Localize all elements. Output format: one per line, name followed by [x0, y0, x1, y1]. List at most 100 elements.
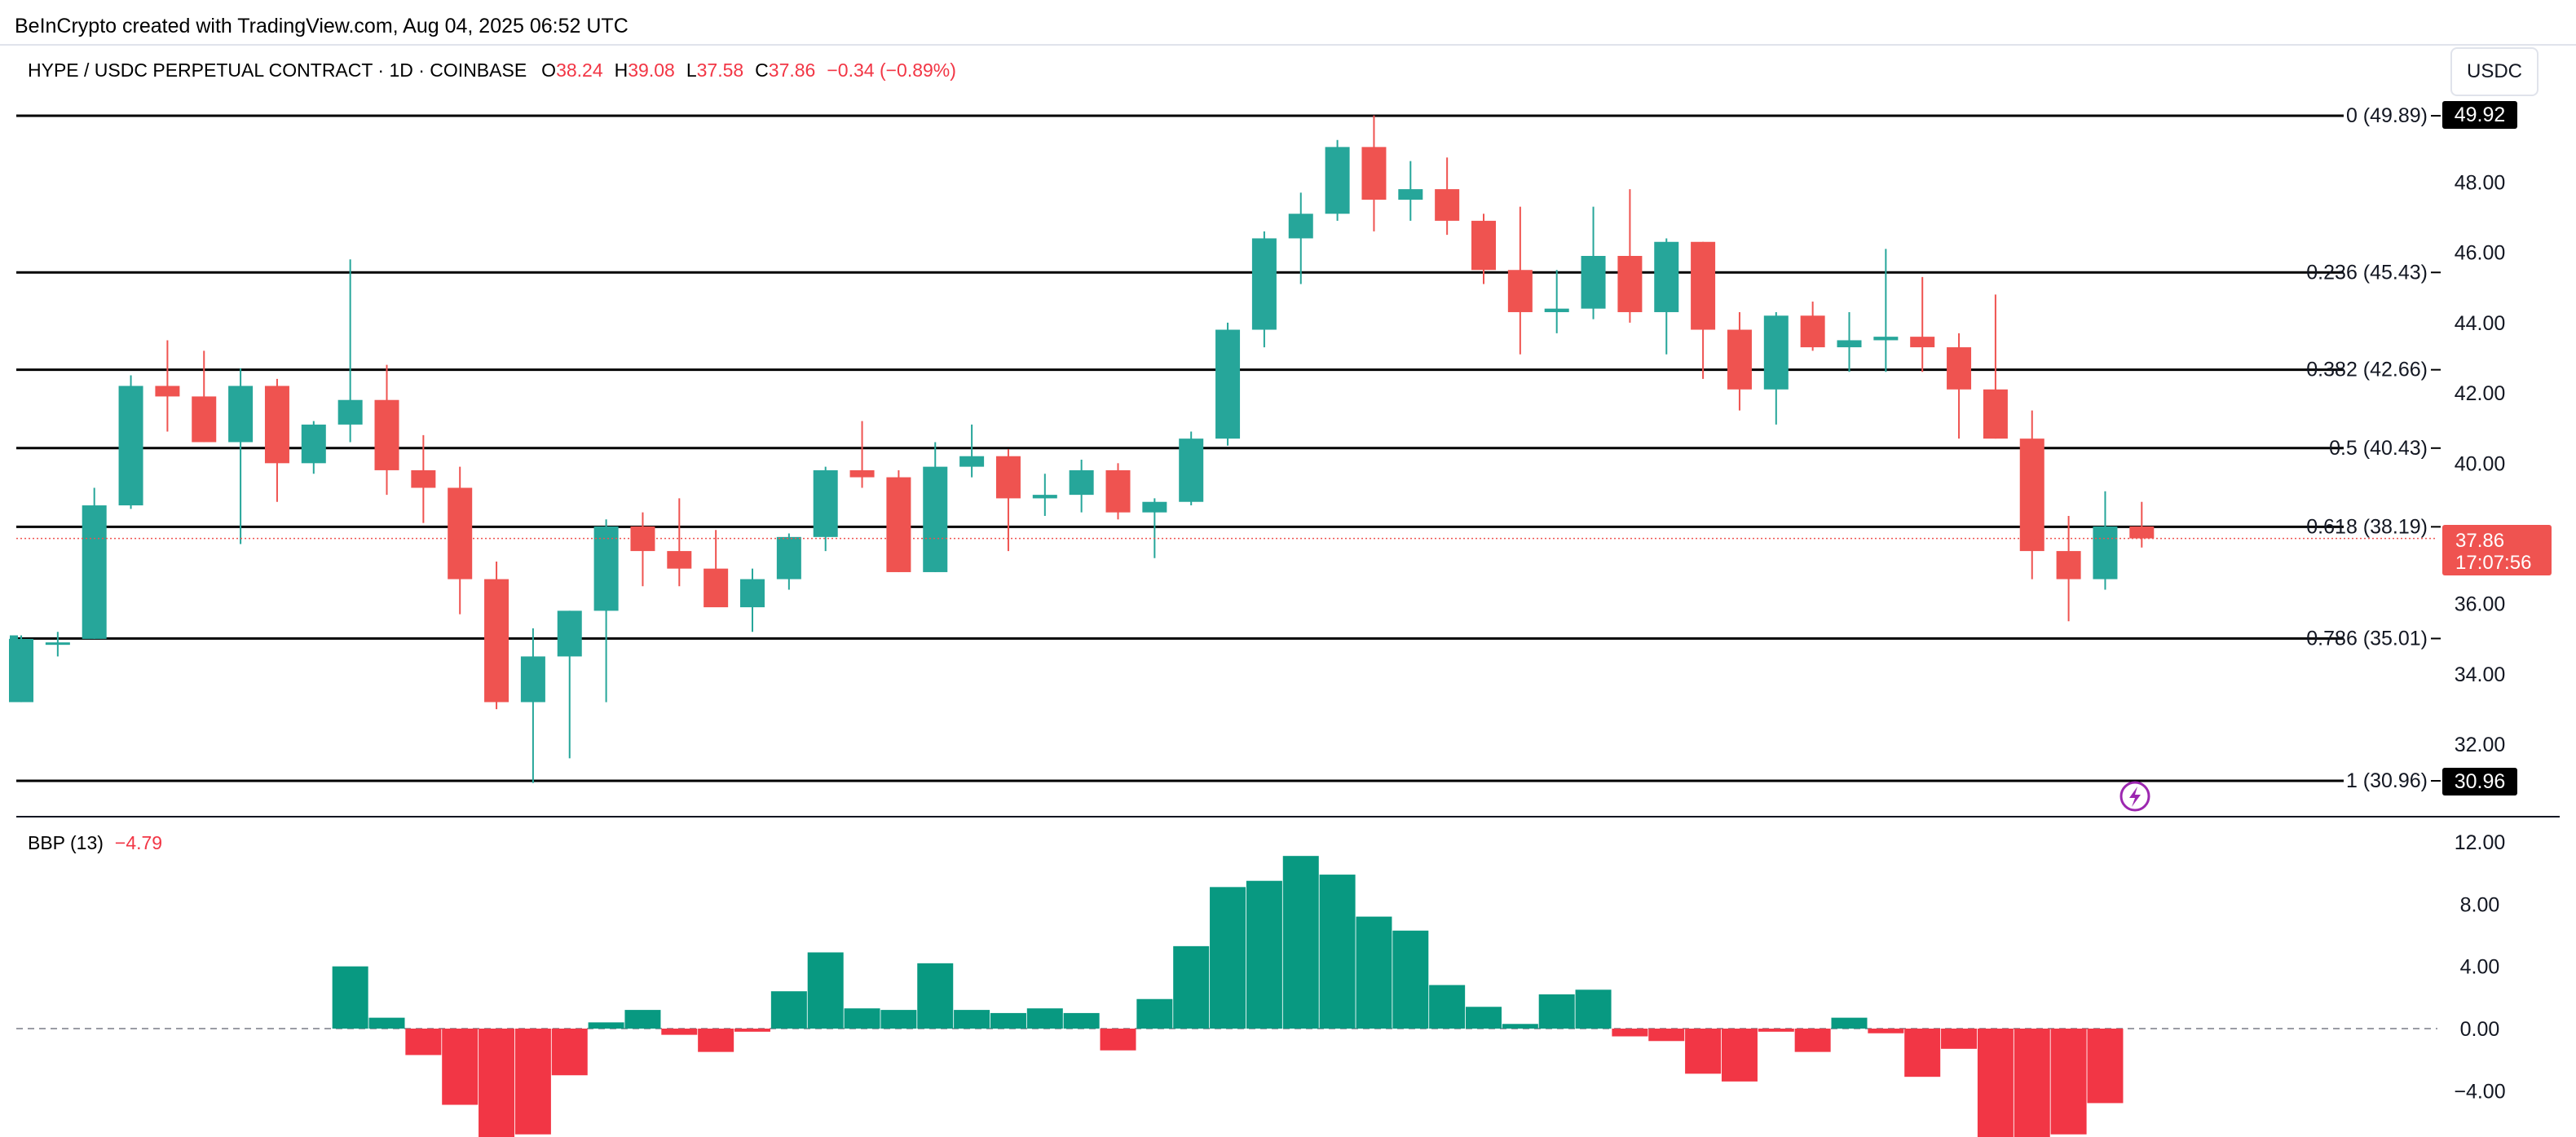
bbp-bar: [1538, 994, 1575, 1029]
candle: [45, 632, 70, 657]
candle-body: [1215, 329, 1241, 439]
candle-body: [849, 469, 875, 478]
fib-level-label: 0.618 (38.19): [2306, 515, 2428, 538]
candle: [1837, 311, 1862, 372]
candle: [1507, 206, 1533, 355]
candle-body: [1691, 241, 1716, 330]
candle-body: [1398, 189, 1423, 201]
high-value: 39.08: [628, 59, 675, 81]
candle: [2129, 501, 2155, 548]
indicator-value: −4.79: [115, 832, 162, 853]
candle: [923, 442, 948, 572]
candle-body: [1873, 337, 1899, 341]
candle: [740, 568, 765, 632]
candle-body: [82, 505, 107, 639]
fib-level-label: 1 (30.96): [2346, 769, 2428, 792]
candle: [1617, 189, 1643, 323]
fib-level-label: 0.382 (42.66): [2306, 359, 2428, 381]
candle-body: [2056, 551, 2081, 580]
candle-body: [593, 526, 619, 611]
candle: [484, 562, 509, 710]
candle-body: [1800, 315, 1825, 348]
candle: [2056, 515, 2081, 622]
candle-body: [1617, 255, 1643, 312]
bbp-bar: [368, 1017, 405, 1029]
candle-body: [2093, 526, 2118, 580]
candle-body: [301, 424, 326, 464]
candle: [1142, 498, 1167, 558]
candle: [448, 466, 473, 615]
candle: [1105, 463, 1131, 520]
candle-body: [228, 386, 254, 443]
bbp-bar: [2087, 1029, 2124, 1104]
candle: [2093, 491, 2118, 590]
candle: [667, 498, 692, 587]
candle: [1251, 231, 1277, 348]
bbp-bar: [734, 1029, 770, 1032]
candle-body: [1032, 495, 1057, 499]
candle: [374, 364, 399, 496]
indicator-legend: BBP (13) −4.79: [28, 832, 162, 853]
bbp-bar: [1721, 1029, 1758, 1082]
candle-body: [923, 466, 948, 572]
candle: [1471, 214, 1496, 284]
fib-level-label: 0.786 (35.01): [2306, 627, 2428, 650]
bbp-bar: [661, 1029, 698, 1035]
candle-body: [667, 551, 692, 569]
bbp-bar: [1612, 1029, 1648, 1037]
candle-body: [1471, 220, 1496, 271]
bbp-bar: [770, 991, 807, 1029]
price-tick-label: 42.00: [2455, 382, 2506, 405]
candle-body: [1654, 241, 1679, 312]
candle: [1727, 311, 1752, 411]
symbol-legend: HYPE / USDC PERPETUAL CONTRACT · 1D · CO…: [28, 59, 956, 81]
candle: [1215, 322, 1241, 446]
candle: [995, 449, 1021, 552]
bbp-bar: [1977, 1029, 2014, 1137]
candle: [520, 628, 545, 783]
bbp-bar: [1685, 1029, 1722, 1074]
candle: [2019, 410, 2044, 580]
candle: [1800, 302, 1825, 351]
bbp-bar: [1868, 1029, 1904, 1033]
candle: [557, 610, 582, 759]
open-value: 38.24: [556, 59, 603, 81]
bbp-bar: [1429, 985, 1466, 1029]
candle: [593, 519, 619, 703]
bbp-bar: [1319, 875, 1356, 1029]
candle-body: [448, 487, 473, 580]
candle: [337, 259, 363, 443]
candle: [1910, 276, 1935, 372]
candle-body: [557, 610, 582, 657]
top-price-badge: 49.92: [2442, 101, 2517, 129]
currency-button[interactable]: USDC: [2450, 47, 2539, 96]
candle: [118, 375, 143, 509]
price-axis: 48.00 46.00 44.00 42.00 40.00 36.00 34.00 32.00: [2455, 171, 2506, 756]
candle-body: [337, 399, 363, 425]
candle-body: [704, 568, 729, 608]
candle-body: [1325, 147, 1350, 214]
candle: [1435, 157, 1460, 236]
candle-body: [1581, 255, 1606, 309]
candle-body: [45, 642, 70, 646]
candle-body: [1435, 189, 1460, 221]
candle-body: [813, 469, 838, 537]
candle: [1654, 238, 1679, 355]
indicator-name: BBP (13): [28, 832, 104, 853]
candle-body: [886, 477, 911, 572]
bbp-bar: [1173, 945, 1210, 1029]
last-price-badge: 37.86 17:07:56: [2442, 525, 2552, 575]
bbp-bar: [332, 966, 368, 1029]
fib-level-label: 0.236 (45.43): [2306, 261, 2428, 284]
price-tick-label: 44.00: [2455, 312, 2506, 335]
bbp-tick-label: 4.00: [2460, 956, 2500, 979]
lightning-icon[interactable]: [2119, 781, 2150, 812]
candle-body: [1251, 238, 1277, 330]
candle: [1763, 311, 1789, 425]
bbp-bar: [1648, 1029, 1685, 1042]
top-price-badge-text: 49.92: [2455, 104, 2506, 126]
price-tick-label: 32.00: [2455, 734, 2506, 756]
bbp-bar: [844, 1008, 880, 1029]
bbp-bar: [880, 1010, 917, 1029]
